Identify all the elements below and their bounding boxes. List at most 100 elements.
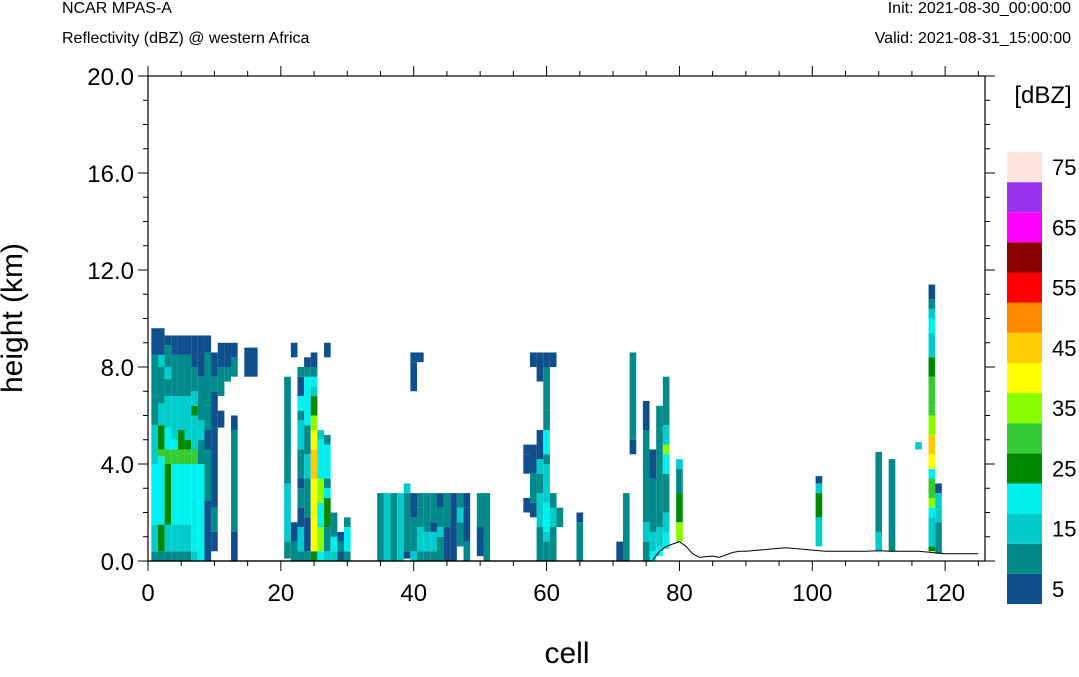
reflectivity-cell — [928, 497, 936, 508]
x-tick-label: 20 — [268, 580, 295, 607]
reflectivity-cell — [330, 551, 338, 561]
colorbar-legend: 5 15 25 35 45 55 65 75 — [1007, 152, 1076, 604]
reflectivity-cell — [151, 551, 158, 561]
reflectivity-cell — [463, 541, 471, 561]
reflectivity-cell — [436, 493, 444, 508]
reflectivity-cell — [337, 551, 344, 561]
reflectivity-cell — [450, 527, 457, 561]
reflectivity-cell — [543, 367, 550, 411]
reflectivity-cell — [151, 396, 158, 426]
reflectivity-cell — [151, 354, 158, 397]
reflectivity-cell — [184, 464, 192, 525]
reflectivity-cell — [297, 410, 305, 421]
reflectivity-cell — [324, 444, 331, 479]
reflectivity-cell — [662, 473, 670, 513]
reflectivity-cell — [390, 493, 398, 561]
reflectivity-cell — [184, 439, 192, 450]
colorbar-label: 15 — [1052, 517, 1076, 542]
reflectivity-cell — [622, 493, 630, 561]
reflectivity-cell — [656, 405, 663, 528]
reflectivity-cell — [217, 342, 225, 367]
reflectivity-cell — [244, 347, 251, 377]
reflectivity-cell — [157, 367, 165, 404]
reflectivity-cell — [430, 522, 437, 532]
reflectivity-cell — [875, 451, 883, 532]
reflectivity-cell — [151, 425, 158, 464]
reflectivity-cell — [928, 308, 936, 319]
reflectivity-cell — [297, 376, 305, 397]
reflectivity-cell — [656, 527, 663, 547]
reflectivity-cell — [456, 493, 464, 508]
reflectivity-cell — [310, 478, 318, 552]
reflectivity-cell — [204, 335, 212, 353]
reflectivity-cell — [410, 362, 418, 392]
reflectivity-cell — [543, 464, 550, 503]
reflectivity-cell — [304, 478, 311, 518]
reflectivity-cell — [529, 473, 537, 503]
reflectivity-cell — [171, 396, 178, 440]
colorbar-units: [dBZ] — [1014, 82, 1071, 109]
y-tick-label: 20.0 — [87, 64, 134, 91]
reflectivity-cell — [410, 493, 418, 518]
valid-time: Valid: 2021-08-31_15:00:00 — [874, 30, 1071, 47]
colorbar-box — [1007, 242, 1042, 273]
reflectivity-cell — [662, 425, 670, 445]
reflectivity-cell — [224, 342, 232, 367]
reflectivity-cell — [297, 478, 305, 489]
x-axis-label: cell — [544, 637, 589, 670]
reflectivity-cell — [649, 478, 657, 532]
reflectivity-cell — [157, 456, 165, 525]
reflectivity-cell — [310, 376, 318, 387]
y-tick-label: 0.0 — [101, 549, 134, 576]
reflectivity-cell — [164, 379, 172, 397]
reflectivity-cell — [324, 551, 331, 561]
reflectivity-cell — [211, 352, 218, 377]
reflectivity-cell — [204, 430, 212, 450]
reflectivity-cell — [204, 405, 212, 431]
reflectivity-cell — [304, 357, 311, 367]
reflectivity-cell — [875, 531, 883, 552]
reflectivity-cell — [397, 493, 404, 561]
reflectivity-cell — [888, 459, 896, 552]
reflectivity-cell — [317, 430, 325, 440]
colorbar-box — [1007, 453, 1042, 484]
reflectivity-cell — [423, 493, 431, 532]
y-tick-label: 4.0 — [101, 452, 134, 479]
reflectivity-cell — [304, 367, 311, 377]
colorbar-label: 5 — [1052, 577, 1064, 602]
reflectivity-cell — [928, 434, 936, 455]
reflectivity-cell — [543, 502, 550, 532]
reflectivity-cell — [310, 551, 318, 561]
reflectivity-cell — [476, 527, 484, 557]
reflectivity-cell — [164, 367, 172, 380]
colorbar-box — [1007, 302, 1042, 333]
reflectivity-cell — [928, 333, 936, 358]
colorbar-box — [1007, 182, 1042, 213]
x-tick-labels: 0 20 40 60 80 100 120 — [141, 580, 965, 607]
reflectivity-cell — [430, 493, 437, 523]
reflectivity-cell — [171, 524, 178, 552]
reflectivity-cell — [310, 430, 318, 450]
reflectivity-cell — [928, 478, 936, 498]
reflectivity-cell — [463, 507, 471, 542]
reflectivity-cell — [576, 512, 584, 523]
reflectivity-cell — [197, 420, 205, 440]
reflectivity-cell — [928, 468, 936, 479]
reflectivity-cell — [317, 551, 325, 561]
reflectivity-cell — [171, 551, 178, 561]
reflectivity-cell — [417, 507, 424, 528]
reflectivity-cell — [443, 493, 451, 528]
reflectivity-cell — [204, 352, 212, 406]
colorbar-label: 45 — [1052, 336, 1076, 361]
reflectivity-cell — [523, 454, 530, 474]
reflectivity-cell — [157, 425, 165, 450]
reflectivity-cell — [297, 488, 305, 508]
reflectivity-cell — [403, 483, 411, 494]
colorbar-box — [1007, 513, 1042, 544]
y-tick-label: 16.0 — [87, 161, 134, 188]
reflectivity-cell — [815, 476, 823, 484]
reflectivity-cell — [543, 410, 550, 431]
reflectivity-cell — [324, 478, 331, 489]
reflectivity-cell — [197, 352, 205, 377]
